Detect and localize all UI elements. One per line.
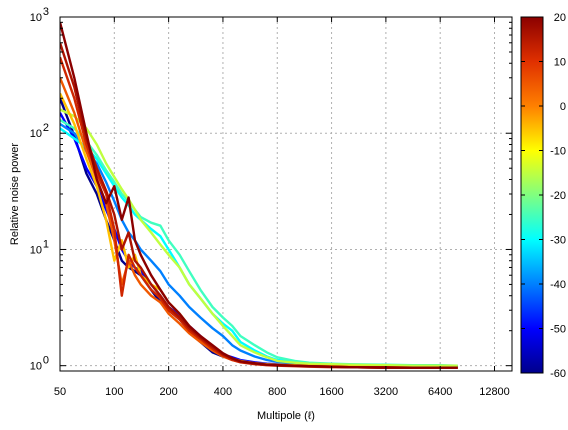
x-tick-label: 3200 (374, 386, 398, 398)
colorbar-tick-label: 20 (554, 12, 566, 24)
y-tick-exponent: 0 (43, 355, 49, 367)
series-line (60, 97, 458, 369)
series-line (60, 77, 458, 369)
x-tick-label: 6400 (428, 386, 452, 398)
x-tick-label: 1600 (319, 386, 343, 398)
x-tick-label: 50 (54, 386, 66, 398)
series-line (60, 108, 458, 367)
y-tick-exponent: 3 (43, 6, 49, 18)
colorbar-tick-label: -10 (550, 146, 566, 158)
colorbar-tick-label: -60 (550, 368, 566, 380)
colorbar-tick-label: -40 (550, 279, 566, 291)
colorbar-tick-label: -20 (550, 190, 566, 202)
series-line (60, 92, 458, 369)
x-tick-label: 12800 (479, 386, 510, 398)
x-tick-label: 200 (159, 386, 177, 398)
x-tick-label: 800 (268, 386, 286, 398)
y-tick-exponent: 1 (43, 238, 49, 250)
y-tick-label: 10 (30, 128, 42, 140)
colorbar-tick-label: 0 (560, 101, 566, 113)
colorbar-tick-label: 10 (554, 57, 566, 69)
plot-frame (59, 16, 513, 372)
y-tick-label: 10 (30, 244, 42, 256)
y-axis-label: Relative noise power (9, 143, 21, 245)
x-tick-label: 100 (105, 386, 123, 398)
colorbar: 20 10 0 -10 -20 -30 -40 -50 -60 (520, 12, 566, 380)
x-axis-label: Multipole (ℓ) (257, 410, 315, 422)
y-tick-exponent: 2 (43, 122, 49, 134)
x-axis: 50 100 200 400 800 1600 3200 6400 12800 (54, 17, 510, 398)
colorbar-tick-label: -30 (550, 235, 566, 247)
series-group (60, 22, 458, 369)
y-tick-label: 10 (30, 361, 42, 373)
colorbar-ticks: 20 10 0 -10 -20 -30 -40 -50 -60 (521, 12, 566, 380)
colorbar-tick-label: -50 (550, 324, 566, 336)
x-tick-label: 400 (214, 386, 232, 398)
y-tick-label: 10 (30, 12, 42, 24)
grid (60, 17, 512, 371)
